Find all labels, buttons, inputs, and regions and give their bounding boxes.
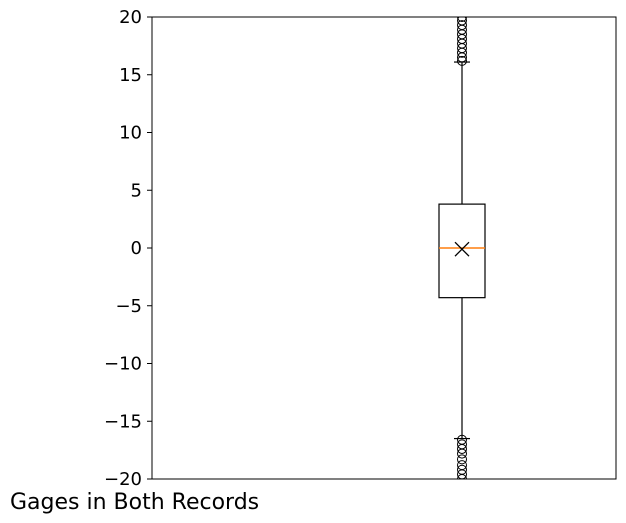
x-axis-label: Gages in Both Records bbox=[10, 490, 259, 515]
outlier-point bbox=[457, 448, 467, 459]
outlier-point bbox=[457, 443, 467, 454]
y-axis: 20 15 10 5 0 −5 −10 −15 −20 bbox=[104, 7, 152, 490]
y-tick-label: −5 bbox=[115, 296, 142, 317]
y-tick-label: 20 bbox=[119, 7, 142, 28]
y-tick-label: 0 bbox=[131, 238, 142, 259]
outlier-point bbox=[457, 17, 467, 22]
y-tick-label: −10 bbox=[104, 354, 142, 375]
outlier-point bbox=[457, 20, 467, 31]
box-group bbox=[438, 17, 486, 479]
iqr-box bbox=[438, 203, 486, 299]
mean-marker-stroke bbox=[454, 241, 470, 257]
outlier-point bbox=[457, 454, 467, 465]
y-tick-label: 15 bbox=[119, 65, 142, 86]
plot-area-frame bbox=[151, 16, 617, 480]
y-tick-label: −15 bbox=[104, 411, 142, 432]
outlier-point bbox=[457, 469, 467, 479]
y-tick-label: 5 bbox=[131, 180, 142, 201]
y-tick-label: −20 bbox=[104, 469, 142, 490]
outlier-point bbox=[457, 55, 467, 66]
outliers bbox=[457, 17, 467, 479]
outlier-point bbox=[457, 17, 467, 26]
y-tick-label: 10 bbox=[119, 123, 142, 144]
outlier-point bbox=[457, 474, 467, 479]
